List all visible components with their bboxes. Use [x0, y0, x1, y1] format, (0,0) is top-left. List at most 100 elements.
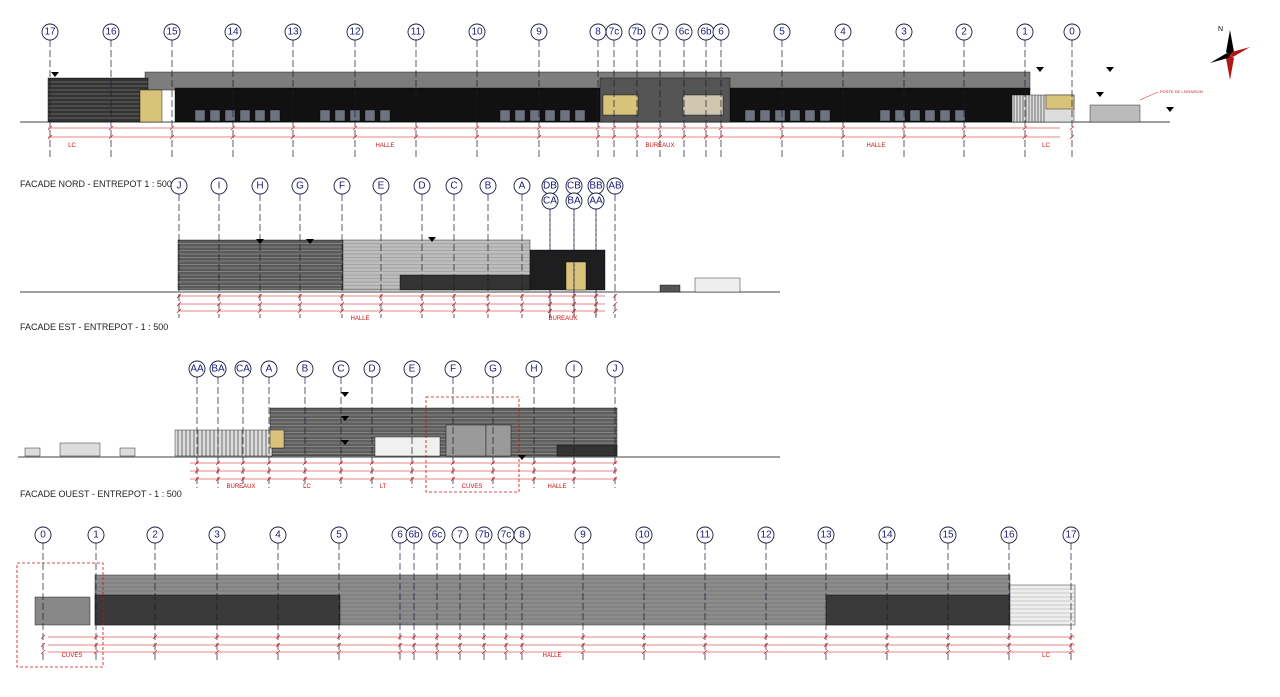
grid-label: 13	[287, 27, 299, 38]
dimension-tick	[257, 293, 263, 299]
dimension-tick	[215, 476, 221, 482]
dimension-tick	[40, 649, 46, 655]
zone-label: LC	[1042, 143, 1050, 149]
zone-label: LT	[380, 484, 387, 490]
grid-label: CB	[567, 181, 581, 192]
dimension-tick	[823, 642, 829, 648]
dimension-tick	[531, 460, 537, 466]
dimension-tick	[612, 293, 618, 299]
dimension-tick	[474, 134, 480, 140]
dimension-tick	[457, 642, 463, 648]
dimension-tick	[571, 468, 577, 474]
dimension-tick	[413, 134, 419, 140]
dimension-tick	[176, 301, 182, 307]
zone-label: LC	[1042, 653, 1050, 659]
grid-label: 11	[411, 27, 422, 38]
dimension-tick	[571, 460, 577, 466]
dimension-tick	[634, 125, 640, 131]
dimension-tick	[945, 634, 951, 640]
grid-bubble	[407, 23, 425, 41]
grid-label: D	[418, 181, 425, 192]
facade-title: FACADE OUEST - ENTREPOT - 1 : 500	[20, 489, 182, 499]
dimension-tick	[474, 125, 480, 131]
grid-bubble	[284, 23, 302, 41]
grid-bubble	[1016, 23, 1034, 41]
grid-label: 5	[336, 530, 342, 541]
grid-bubble	[513, 177, 531, 195]
grid-bubble	[696, 526, 714, 544]
dimension-tick	[302, 468, 308, 474]
grid-bubble	[834, 23, 852, 41]
grid-label: 9	[580, 530, 586, 541]
grid-label: B	[485, 181, 492, 192]
bureaux-glazing	[565, 261, 587, 291]
loading-dock-door	[529, 109, 541, 122]
grid-label: 17	[1065, 530, 1077, 541]
grid-label: CA	[236, 364, 250, 375]
dimension-tick	[397, 634, 403, 640]
dimension-tick	[275, 649, 281, 655]
grid-label: 0	[1069, 27, 1075, 38]
zone-label: HALLE	[350, 316, 369, 322]
facade-wall-halle	[177, 239, 344, 291]
level-marker-icon	[1036, 67, 1044, 72]
loading-dock-door	[319, 109, 331, 122]
zone-label: LC	[303, 484, 311, 490]
dimension-tick	[336, 634, 342, 640]
grid-label: 11	[700, 530, 711, 541]
dimension-tick	[490, 460, 496, 466]
facade-nord	[20, 71, 1170, 123]
dimension-tick	[257, 301, 263, 307]
grid-label: 6c	[679, 27, 690, 38]
grid-bubble	[513, 526, 531, 544]
dimension-tick	[409, 476, 415, 482]
grid-bubble	[330, 526, 348, 544]
dimension-tick	[779, 134, 785, 140]
cuves-outline	[16, 562, 104, 668]
zone-label: BUREAUX	[548, 316, 577, 322]
cuves-tank	[34, 596, 91, 626]
dimension-tick	[302, 460, 308, 466]
guard-post	[694, 277, 741, 293]
level-marker-icon	[51, 72, 59, 77]
grid-bubble	[209, 360, 227, 378]
facade-title: FACADE NORD - ENTREPOT 1 : 500	[20, 179, 172, 189]
grid-bubble	[445, 177, 463, 195]
dimension-tick	[369, 460, 375, 466]
level-marker-icon	[1166, 107, 1174, 112]
zone-label: LC	[68, 143, 76, 149]
grid-label: C	[450, 181, 457, 192]
grid-label: 5	[779, 27, 785, 38]
grid-label: D	[368, 364, 375, 375]
dimension-tick	[230, 125, 236, 131]
loading-dock-door	[334, 109, 346, 122]
dimension-tick	[503, 649, 509, 655]
dimension-tick	[194, 476, 200, 482]
grid-label: 16	[1003, 530, 1015, 541]
dimension-tick	[352, 134, 358, 140]
grid-bubble	[817, 526, 835, 544]
bureaux-glazing	[269, 429, 285, 449]
dimension-tick	[419, 308, 425, 314]
grid-label: DB	[543, 181, 557, 192]
dimension-tick	[1068, 634, 1074, 640]
grid-label: 14	[881, 530, 893, 541]
grid-label: 6c	[432, 530, 443, 541]
grid-label: G	[489, 364, 497, 375]
dimension-tick	[419, 301, 425, 307]
dimension-tick	[536, 125, 542, 131]
grid-label: 15	[942, 530, 954, 541]
zone-label: HALLE	[375, 143, 394, 149]
dimension-tick	[961, 125, 967, 131]
grid-bubble	[587, 192, 605, 210]
grid-label: 13	[820, 530, 832, 541]
grid-bubble	[606, 177, 624, 195]
grid-bubble	[413, 177, 431, 195]
dimension-tick	[702, 642, 708, 648]
grid-bubble	[87, 526, 105, 544]
grid-label: J	[613, 364, 618, 375]
loading-dock-door	[819, 109, 831, 122]
vehicle	[24, 447, 41, 457]
grid-label: J	[177, 181, 182, 192]
loading-dock-door	[789, 109, 801, 122]
